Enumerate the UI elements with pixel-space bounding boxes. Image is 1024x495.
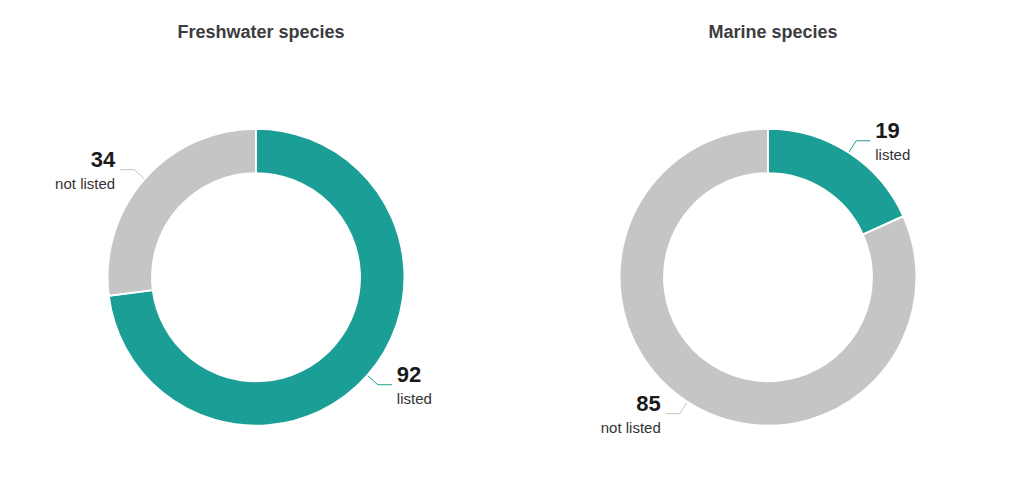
svg-text:Freshwater species: Freshwater species [177,22,344,42]
svg-text:Marine species: Marine species [708,22,837,42]
svg-text:not listed: not listed [55,175,115,192]
svg-text:listed: listed [397,390,432,407]
svg-text:34: 34 [91,147,116,172]
svg-text:listed: listed [875,146,910,163]
svg-text:not listed: not listed [601,419,661,436]
svg-text:19: 19 [875,118,899,143]
svg-text:92: 92 [397,362,421,387]
svg-text:85: 85 [636,391,660,416]
